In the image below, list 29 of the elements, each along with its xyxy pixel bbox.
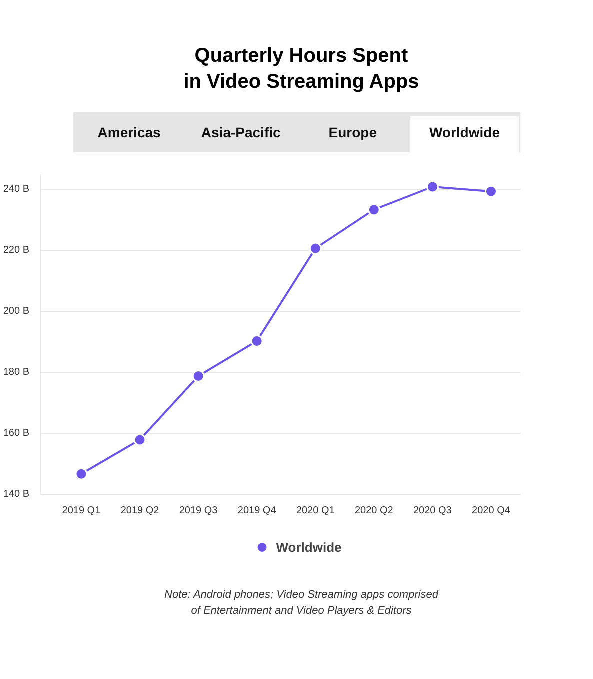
x-tick-label: 2020 Q1 [296, 506, 336, 516]
text: Worldwide [429, 124, 500, 140]
text: Americas [98, 124, 162, 140]
x-tick-label: 2020 Q3 [414, 506, 452, 516]
x-tick-label: 2020 Q2 [354, 506, 394, 516]
point [368, 204, 380, 216]
x-tick-label: 2019 Q4 [238, 506, 277, 516]
y-tick-label: 240 B [3, 184, 30, 196]
text: Note: Android phones; Video Streaming apps comprised of Entertainment and Video Players & Editors [164, 588, 438, 619]
point [192, 370, 205, 382]
x-tick-label: 2019 Q3 [179, 506, 218, 516]
y-tick-label: 160 B [3, 428, 30, 440]
point [134, 434, 146, 446]
chart-title: Quarterly Hours Spent in Video Streaming Apps [184, 44, 420, 95]
y-tick-label: 180 B [3, 367, 30, 378]
x-tick-label: 2019 Q1 [62, 506, 102, 516]
y-tick-label: 140 B [3, 489, 30, 500]
point [484, 185, 498, 198]
y-tick-label: 200 B [3, 306, 30, 318]
x-tick-label: 2020 Q4 [472, 506, 511, 516]
y-tick-label: 220 B [3, 245, 30, 256]
point [250, 334, 264, 348]
text: Europe [328, 124, 378, 140]
x-tick-label: 2019 Q2 [120, 506, 160, 516]
text: Asia-Pacific [201, 124, 281, 140]
point [75, 468, 88, 480]
legend-label: Worldwide [276, 540, 342, 554]
point [426, 180, 439, 194]
point [309, 242, 322, 255]
